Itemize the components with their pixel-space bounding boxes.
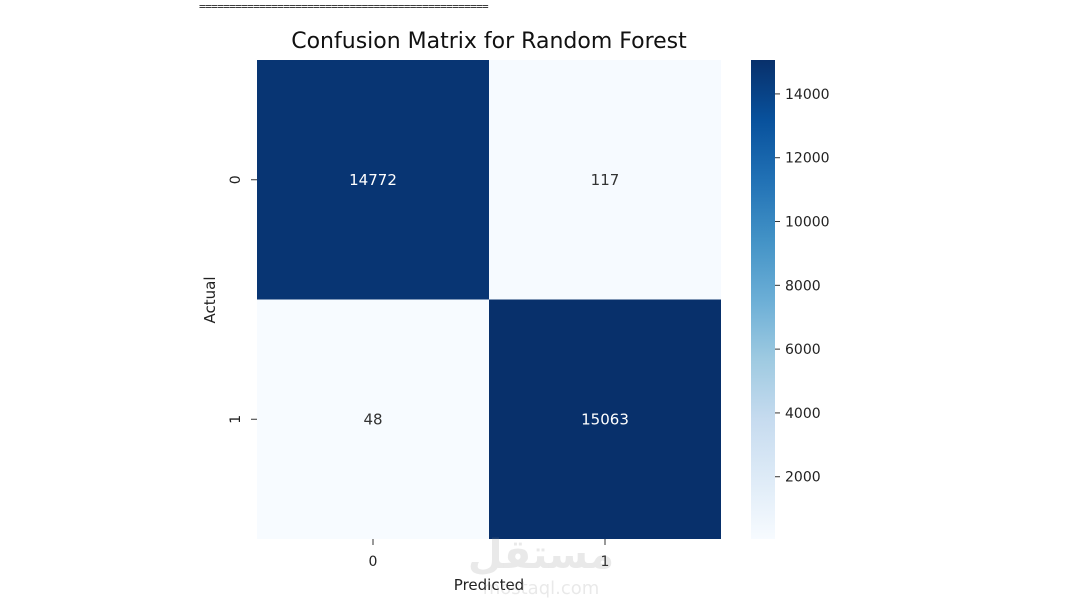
heatmap-cell xyxy=(489,60,721,300)
y-tick-label: 1 xyxy=(228,415,244,424)
colorbar-tick-label: 4000 xyxy=(785,406,821,422)
watermark: مستقل mostaql.com xyxy=(468,532,614,599)
y-axis-label: Actual xyxy=(201,277,219,324)
x-axis-label: Predicted xyxy=(454,576,524,594)
colorbar-tick-label: 6000 xyxy=(785,342,821,358)
colorbar-tick-label: 2000 xyxy=(785,470,821,486)
heatmap-cell xyxy=(489,299,721,539)
cell-value-label: 117 xyxy=(591,171,620,189)
colorbar-tick-label: 12000 xyxy=(785,151,830,167)
cell-value-label: 48 xyxy=(363,410,382,428)
cell-value-label: 14772 xyxy=(349,171,397,189)
colorbar xyxy=(751,60,775,539)
heatmap-cell xyxy=(257,299,489,539)
colorbar-tick-label: 14000 xyxy=(785,87,830,103)
heatmap-cell xyxy=(257,60,489,300)
colorbar-tick-label: 8000 xyxy=(785,278,821,294)
x-tick-label: 0 xyxy=(369,554,378,570)
cell-value-label: 15063 xyxy=(581,410,629,428)
watermark-subtext: mostaql.com xyxy=(483,578,600,599)
watermark-text: مستقل xyxy=(468,532,614,578)
chart-title: Confusion Matrix for Random Forest xyxy=(291,29,687,54)
colorbar-tick-label: 10000 xyxy=(785,215,830,231)
output-separator: ========================================… xyxy=(199,0,489,13)
x-tick-label: 1 xyxy=(601,554,610,570)
y-tick-label: 0 xyxy=(228,175,244,184)
